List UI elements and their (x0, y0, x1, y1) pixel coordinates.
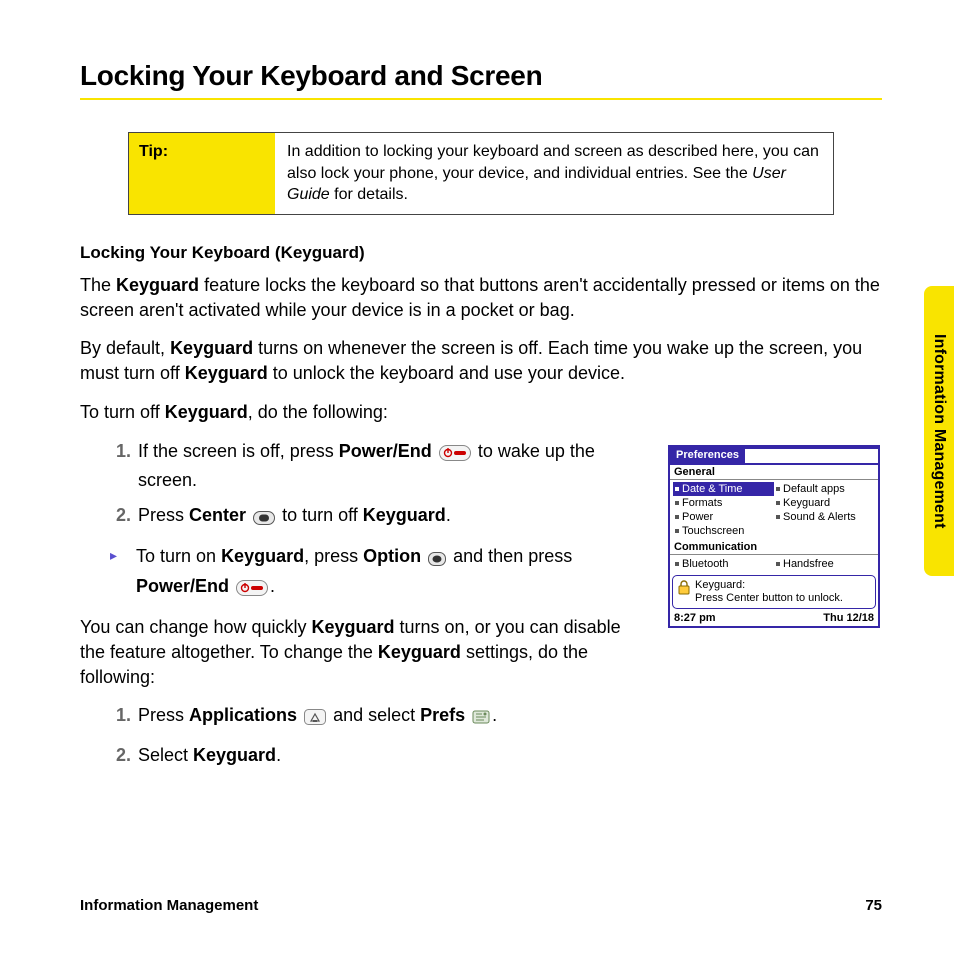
s2-1c: and select (333, 705, 420, 725)
s1-1b: Power/End (339, 441, 432, 461)
palm-titlebar: Preferences (670, 447, 878, 465)
p1b: Keyguard (116, 275, 199, 295)
palm-screenshot: Preferences General Date & Time Formats … (668, 445, 880, 628)
arg: . (270, 576, 275, 596)
tip-label: Tip: (129, 133, 275, 214)
s2-1b: Applications (189, 705, 297, 725)
p2d: Keyguard (185, 363, 268, 383)
palm-item-sound: Sound & Alerts (774, 510, 875, 524)
tip-text: In addition to locking your keyboard and… (275, 133, 833, 214)
palm-item-power: Power (673, 510, 774, 524)
palm-lock-title: Keyguard: (695, 579, 745, 591)
page-footer: Information Management 75 (80, 897, 882, 914)
side-tab-label: Information Management (930, 334, 948, 529)
step-1-2: Press Center to turn off Keyguard. (136, 503, 640, 532)
paragraph-4: You can change how quickly Keyguard turn… (80, 615, 640, 689)
s1-2e: . (446, 505, 451, 525)
p1c: feature locks the keyboard so that butto… (80, 275, 880, 320)
palm-time: 8:27 pm (674, 612, 716, 624)
s1-1a: If the screen is off, press (138, 441, 339, 461)
applications-icon (304, 707, 326, 732)
step-1-1: If the screen is off, press Power/End to… (136, 439, 640, 493)
p2b: Keyguard (170, 338, 253, 358)
palm-item-formats: Formats (673, 496, 774, 510)
arb: Keyguard (221, 546, 304, 566)
palm-item-handsfree: Handsfree (774, 557, 875, 571)
arf: Power/End (136, 576, 229, 596)
palm-l0: Date & Time (682, 483, 743, 495)
palm-statusbar: 8:27 pm Thu 12/18 (670, 611, 878, 626)
arrow-note: To turn on Keyguard, press Option and th… (110, 544, 640, 602)
s1-2b: Center (189, 505, 246, 525)
p3b: Keyguard (165, 402, 248, 422)
lock-icon (677, 579, 691, 599)
s2-2b: Keyguard (193, 745, 276, 765)
palm-general-grid: Date & Time Formats Power Touchscreen De… (670, 480, 878, 540)
page-title: Locking Your Keyboard and Screen (80, 60, 882, 92)
palm-item-datetime: Date & Time (673, 482, 774, 496)
palm-titlebar-rest (745, 447, 878, 465)
palm-l2: Power (682, 511, 713, 523)
palm-lock-msg: Press Center button to unlock. (695, 592, 843, 604)
paragraph-3: To turn off Keyguard, do the following: (80, 400, 882, 425)
paragraph-2: By default, Keyguard turns on whenever t… (80, 336, 882, 386)
p4b: Keyguard (312, 617, 395, 637)
palm-l1: Formats (682, 497, 722, 509)
paragraph-1: The Keyguard feature locks the keyboard … (80, 273, 882, 323)
p4a: You can change how quickly (80, 617, 312, 637)
step-2-1: Press Applications and select Prefs . (136, 703, 640, 732)
palm-comm-grid: Bluetooth Handsfree (670, 555, 878, 573)
subheading: Locking Your Keyboard (Keyguard) (80, 243, 882, 263)
palm-r2: Sound & Alerts (783, 511, 856, 523)
p4d: Keyguard (378, 642, 461, 662)
title-rule (80, 98, 882, 100)
palm-l20: Bluetooth (682, 558, 728, 570)
footer-page: 75 (865, 897, 882, 914)
palm-item-keyguard: Keyguard (774, 496, 875, 510)
ard: Option (363, 546, 421, 566)
p1a: The (80, 275, 116, 295)
power-end-icon-2 (236, 578, 268, 603)
palm-r20: Handsfree (783, 558, 834, 570)
palm-item-touchscreen: Touchscreen (673, 524, 774, 538)
tip-text-after: for details. (330, 186, 408, 203)
palm-item-defaultapps: Default apps (774, 482, 875, 496)
palm-r0: Default apps (783, 483, 845, 495)
p3a: To turn off (80, 402, 165, 422)
palm-item-bluetooth: Bluetooth (673, 557, 774, 571)
step-2-2: Select Keyguard. (136, 743, 640, 768)
steps-list-2: Press Applications and select Prefs . Se… (80, 703, 640, 767)
tip-text-before: In addition to locking your keyboard and… (287, 143, 819, 182)
s2-1e: . (492, 705, 497, 725)
s1-2c: to turn off (282, 505, 363, 525)
palm-section-comm: Communication (670, 540, 878, 555)
p2a: By default, (80, 338, 170, 358)
p2e: to unlock the keyboard and use your devi… (268, 363, 625, 383)
palm-lock-row: Keyguard: Press Center button to unlock. (672, 575, 876, 609)
steps-list-1: If the screen is off, press Power/End to… (80, 439, 640, 533)
side-tab: Information Management (924, 286, 954, 576)
ara: To turn on (136, 546, 221, 566)
s2-1a: Press (138, 705, 189, 725)
s2-2c: . (276, 745, 281, 765)
palm-lock-text: Keyguard: Press Center button to unlock. (695, 579, 843, 605)
s1-2a: Press (138, 505, 189, 525)
tip-box: Tip: In addition to locking your keyboar… (128, 132, 834, 215)
s2-1d: Prefs (420, 705, 465, 725)
arc: , press (304, 546, 363, 566)
s2-2a: Select (138, 745, 193, 765)
option-button-icon (428, 548, 446, 573)
are: and then press (453, 546, 572, 566)
palm-r1: Keyguard (783, 497, 830, 509)
palm-section-general: General (670, 465, 878, 480)
palm-date: Thu 12/18 (823, 612, 874, 624)
s1-2d: Keyguard (363, 505, 446, 525)
footer-section: Information Management (80, 897, 258, 914)
palm-title-tab: Preferences (670, 447, 745, 465)
center-button-icon (253, 507, 275, 532)
p3c: , do the following: (248, 402, 388, 422)
power-end-icon (439, 443, 471, 468)
palm-l3: Touchscreen (682, 525, 744, 537)
prefs-icon (472, 707, 490, 732)
